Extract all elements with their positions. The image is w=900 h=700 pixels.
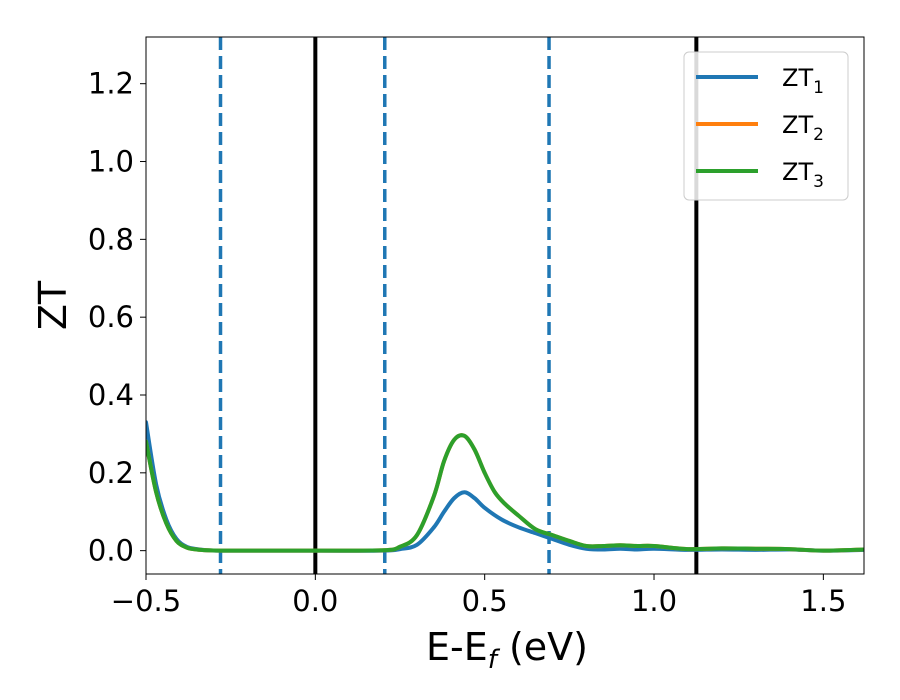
y-tick-label: 0.2 — [88, 456, 134, 490]
legend-label-sub: 1 — [813, 78, 824, 98]
legend-label-zt2: ZT2 — [782, 111, 824, 145]
x-tick-label: 1.5 — [800, 584, 846, 618]
x-axis-label: E-Ef (eV) — [426, 625, 588, 675]
y-axis-label: ZT — [31, 280, 75, 330]
axes-frame — [145, 36, 865, 575]
axis-ticks: −0.5 0.0 0.5 1.0 1.5 0.0 0.2 0.4 0.6 0.8 1.0 1.2 — [88, 67, 847, 618]
legend-label-sub: 2 — [813, 125, 824, 145]
legend-box — [683, 51, 849, 201]
y-tick-label: 1.0 — [88, 145, 134, 179]
x-tick-label: −0.5 — [111, 584, 181, 618]
legend-label-zt1: ZT1 — [782, 64, 824, 98]
legend-label-main: ZT — [782, 111, 813, 139]
y-tick-label: 1.2 — [88, 67, 134, 101]
legend-label-main: ZT — [782, 64, 813, 92]
y-tick-label: 0.4 — [88, 378, 134, 412]
legend-label-main: ZT — [782, 158, 813, 186]
series-line-zt3 — [146, 433, 864, 553]
x-tick-label: 0.5 — [462, 584, 508, 618]
x-axis-label-unit: (eV) — [497, 625, 588, 669]
x-tick-label: 0.0 — [292, 584, 338, 618]
legend-label-zt3: ZT3 — [782, 158, 824, 192]
y-tick-label: 0.8 — [88, 222, 134, 256]
y-tick-label: 0.0 — [88, 534, 134, 568]
x-axis-label-main: E-E — [426, 625, 488, 669]
y-tick-label: 0.6 — [88, 300, 134, 334]
x-tick-label: 1.0 — [631, 584, 677, 618]
legend-label-sub: 3 — [813, 172, 824, 192]
